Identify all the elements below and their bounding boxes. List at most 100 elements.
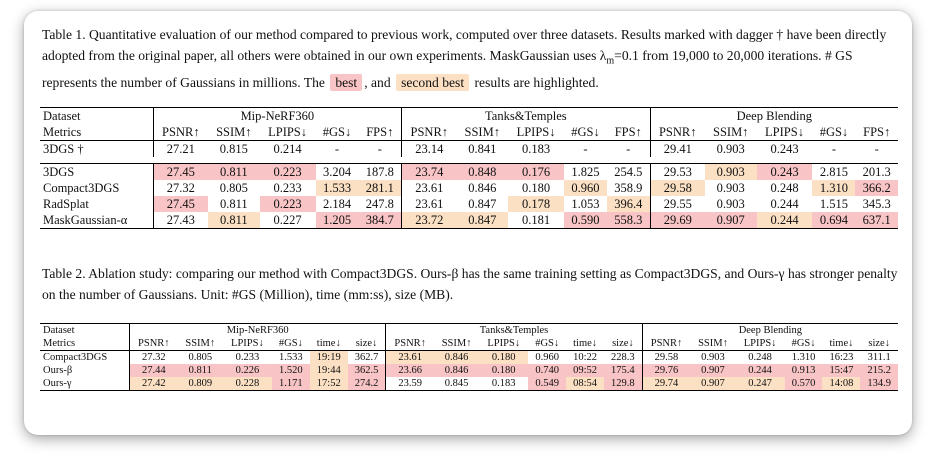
table-cell: 0.809 bbox=[177, 377, 223, 391]
table-cell: 27.21 bbox=[152, 140, 208, 157]
table2-metric-header: PSNR↑ bbox=[641, 337, 691, 351]
table-cell: 0.243 bbox=[756, 163, 813, 180]
table-cell: 1.205 bbox=[315, 212, 359, 229]
table1-caption: Table 1. Quantitative evaluation of our … bbox=[42, 24, 902, 93]
table-cell: 08:54 bbox=[566, 377, 605, 391]
table-cell: 27.44 bbox=[128, 364, 178, 377]
table-cell: 0.805 bbox=[188, 352, 213, 363]
table-cell: 0.590 bbox=[564, 212, 607, 229]
table2-dataset-header: Mip-NeRF360 bbox=[128, 323, 386, 337]
table-cell: 0.845 bbox=[433, 377, 480, 391]
table-cell: 345.3 bbox=[862, 197, 891, 211]
table2-dataset-header: Deep Blending bbox=[641, 323, 898, 337]
table2-metric-header: SSIM↑ bbox=[433, 337, 480, 351]
table-cell: 0.694 bbox=[812, 212, 856, 229]
table2-metric-header: PSNR↑ bbox=[385, 337, 434, 351]
table-cell: 14:08 bbox=[822, 377, 861, 391]
table-cell: 311.1 bbox=[867, 352, 891, 363]
table1-row: 3DGS 27.45 0.811 0.223 3.204 187.8 23.74 0.848 0… bbox=[40, 163, 898, 180]
table-cell: 23.61 bbox=[401, 180, 457, 196]
table-cell: 134.9 bbox=[860, 377, 898, 391]
table-cell: 254.5 bbox=[606, 163, 651, 180]
table-cell: 0.815 bbox=[219, 142, 248, 156]
method-name: MaskGaussian-α bbox=[40, 212, 154, 229]
method-name: Ours-β bbox=[43, 365, 73, 376]
method-name: 3DGS † bbox=[43, 142, 84, 156]
table-cell: 358.9 bbox=[614, 181, 643, 195]
table2-metrics-label: Metrics bbox=[40, 337, 130, 351]
table-cell: 27.45 bbox=[152, 196, 208, 212]
table-cell: 0.811 bbox=[207, 163, 260, 180]
table-cell: 0.227 bbox=[259, 212, 316, 229]
table-cell: 1.533 bbox=[279, 352, 303, 363]
table1-metric-header: #GS↓ bbox=[564, 124, 607, 141]
table2-metric-header: PSNR↑ bbox=[128, 337, 178, 351]
table1-metric-header: SSIM↑ bbox=[704, 124, 757, 141]
table-cell: 23.61 bbox=[401, 196, 457, 212]
table-cell: 201.3 bbox=[855, 163, 898, 180]
table-cell: 558.3 bbox=[606, 212, 651, 229]
table-cell: 2.184 bbox=[322, 197, 352, 211]
table2-metric-header: LPIPS↓ bbox=[479, 337, 529, 351]
table-cell: 362.7 bbox=[354, 352, 379, 363]
table-cell: 384.7 bbox=[358, 212, 402, 229]
table-cell: 17:52 bbox=[309, 377, 348, 391]
table-cell: 0.178 bbox=[508, 196, 564, 212]
table-cell: 27.42 bbox=[128, 377, 178, 391]
caption2-text-a: Table 2. Ablation study: comparing our m… bbox=[42, 266, 452, 281]
table-cell: 215.2 bbox=[860, 364, 898, 377]
caption1-text-c: , and bbox=[364, 74, 391, 90]
table-cell: 0.960 bbox=[535, 352, 559, 363]
table-cell: 247.8 bbox=[365, 197, 394, 211]
table2-metric-header: #GS↓ bbox=[528, 337, 567, 351]
table1-dataset-header: Deep Blending bbox=[649, 107, 898, 124]
table-cell: 0.907 bbox=[690, 377, 736, 391]
table-cell: 0.247 bbox=[735, 377, 785, 391]
table-cell: 19:44 bbox=[309, 364, 348, 377]
table-cell: 29.58 bbox=[649, 180, 705, 196]
table-cell: 15:47 bbox=[822, 364, 861, 377]
table-cell: 0.248 bbox=[770, 181, 799, 195]
table2-metric-header: #GS↓ bbox=[271, 337, 310, 351]
table-cell: 366.2 bbox=[855, 180, 898, 196]
table-cell: 0.903 bbox=[701, 352, 725, 363]
table-cell: 0.244 bbox=[735, 364, 785, 377]
table-cell: 0.180 bbox=[479, 350, 529, 364]
table2-metric-header: #GS↓ bbox=[784, 337, 823, 351]
table-cell: 0.244 bbox=[756, 212, 813, 229]
table1-metric-header: FPS↑ bbox=[855, 124, 898, 141]
method-name: Compact3DGS bbox=[43, 181, 120, 195]
table-cell: - bbox=[831, 142, 837, 156]
table-cell: 09:52 bbox=[566, 364, 605, 377]
table-cell: 0.847 bbox=[468, 197, 497, 211]
table-cell: 0.233 bbox=[273, 181, 302, 195]
table-cell: 0.903 bbox=[716, 142, 745, 156]
table-cell: 396.4 bbox=[606, 196, 651, 212]
table2-dataset-header-row: Dataset Mip-NeRF360 Tanks&Temples Deep B… bbox=[40, 323, 898, 337]
table2-row: Ours-β 27.44 0.811 0.226 1.520 19:44 362.5 23.6… bbox=[40, 364, 898, 377]
table-cell: 0.805 bbox=[219, 181, 248, 195]
table2-caption: Table 2. Ablation study: comparing our m… bbox=[42, 263, 898, 305]
table-cell: 0.570 bbox=[784, 377, 823, 391]
table-cell: 0.549 bbox=[528, 377, 567, 391]
caption2-beta: β bbox=[451, 266, 459, 281]
table-cell: 0.248 bbox=[748, 352, 772, 363]
table-cell: 0.811 bbox=[207, 212, 260, 229]
table-cell: 1.171 bbox=[271, 377, 310, 391]
table1-metric-header: LPIPS↓ bbox=[508, 124, 564, 141]
table-cell: 1.310 bbox=[791, 352, 816, 363]
table-cell: - bbox=[334, 142, 340, 156]
table-cell: 3.204 bbox=[315, 163, 359, 180]
table2-row: Compact3DGS 27.32 0.805 0.233 1.533 19:19 362.… bbox=[40, 350, 898, 364]
table2-metric-header: SSIM↑ bbox=[177, 337, 223, 351]
table-cell: 0.903 bbox=[704, 163, 757, 180]
table1-dataset-header: Tanks&Temples bbox=[401, 107, 651, 124]
table-cell: 29.58 bbox=[641, 350, 691, 364]
table-cell: 27.43 bbox=[152, 212, 208, 229]
table-cell: 27.45 bbox=[152, 163, 208, 180]
table2-metric-header: size↓ bbox=[604, 337, 643, 351]
table2-metric-header: size↓ bbox=[860, 337, 898, 351]
table-cell: 281.1 bbox=[358, 180, 402, 196]
method-name: Compact3DGS bbox=[43, 352, 108, 363]
table-cell: 1.053 bbox=[571, 197, 600, 211]
